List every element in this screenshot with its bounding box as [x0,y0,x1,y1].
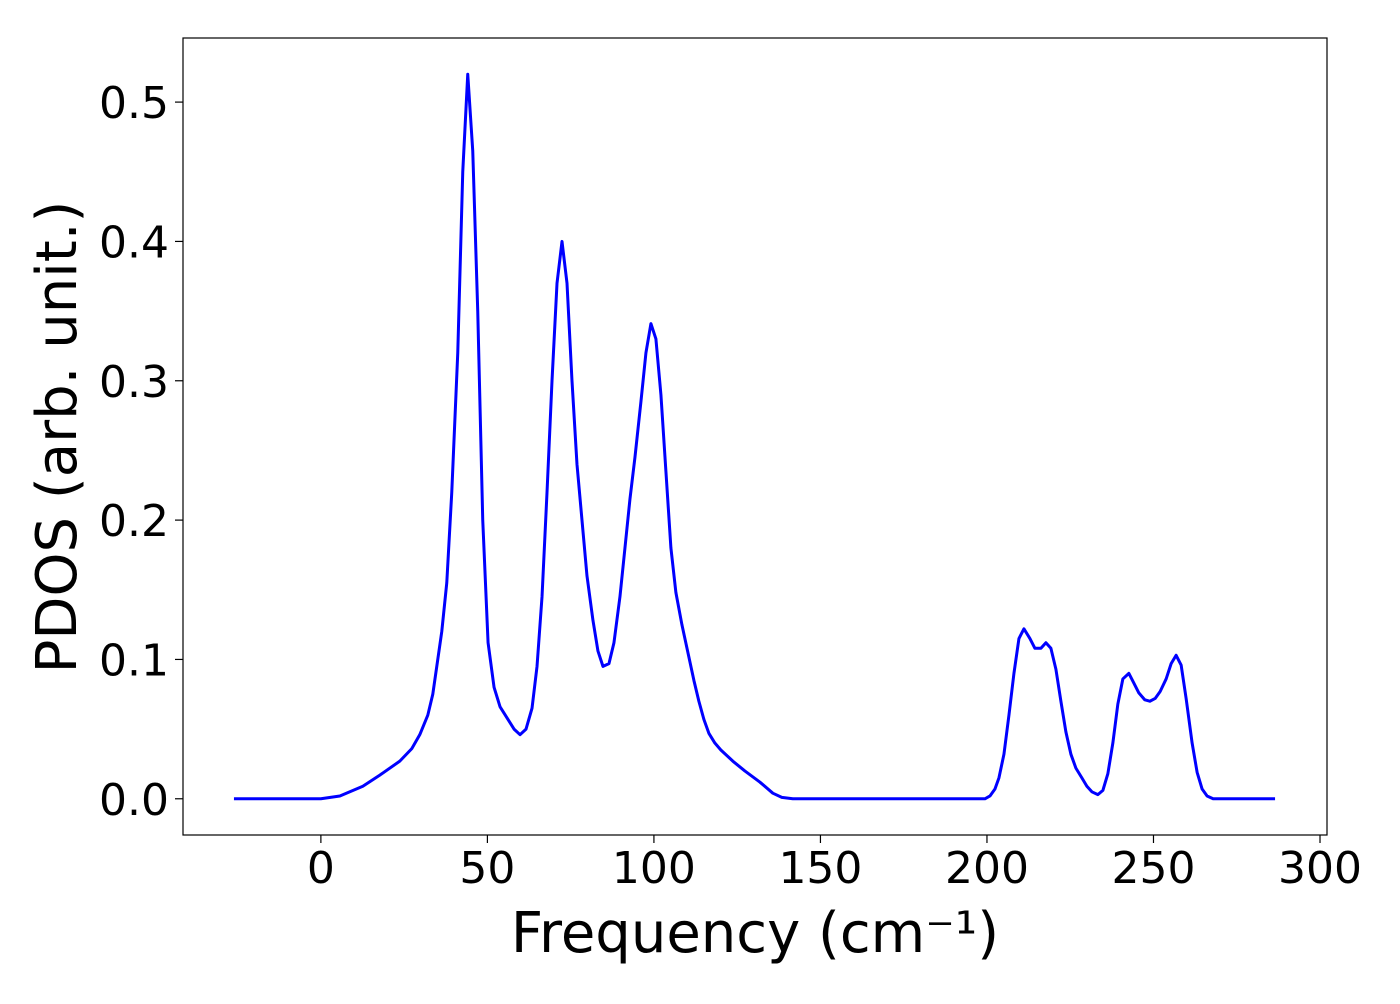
y-tick-label: 0.3 [99,357,169,408]
x-tick-label: 150 [778,843,862,894]
plot-frame [182,37,1328,836]
y-tick-label: 0.1 [99,635,169,686]
data-line [233,72,1276,801]
y-tick-label: 0.0 [99,775,169,826]
x-tick-label: 200 [945,843,1029,894]
x-tick-label: 50 [459,843,515,894]
y-tick-label: 0.5 [99,78,169,129]
x-axis-label: Frequency (cm⁻¹) [511,901,999,966]
x-tick-label: 0 [307,843,335,894]
y-axis-label: PDOS (arb. unit.) [25,201,90,674]
x-tick-label: 250 [1111,843,1195,894]
y-tick-label: 0.4 [99,217,169,268]
x-tick-label: 100 [612,843,696,894]
y-tick-label: 0.2 [99,496,169,547]
x-tick-label: 300 [1278,843,1362,894]
